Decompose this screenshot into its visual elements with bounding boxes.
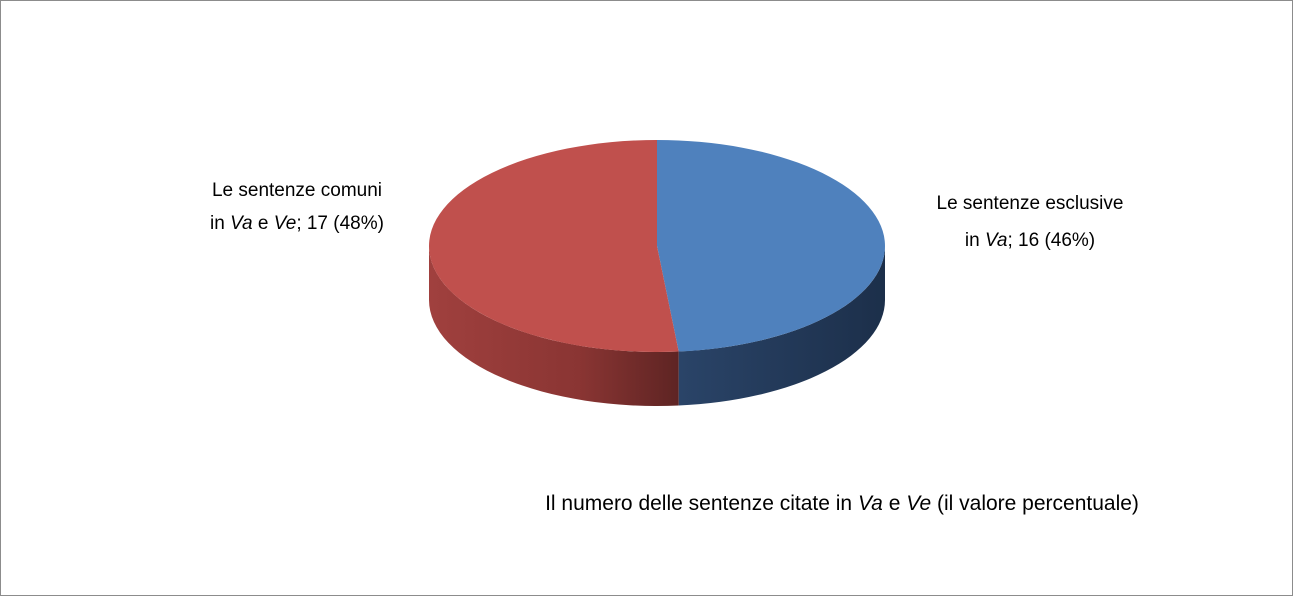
data-label-part: ; 16 (46%)	[1007, 230, 1095, 251]
pie-slice	[429, 140, 679, 352]
chart-title-part: (il valore percentuale)	[931, 492, 1139, 515]
data-label-part: Ve	[274, 213, 297, 234]
pie-slice-side	[678, 246, 885, 406]
data-label: in Va; 16 (46%)	[965, 230, 1095, 251]
chart-title-part: Va	[858, 492, 883, 515]
data-label: in Va e Ve; 17 (48%)	[210, 213, 384, 234]
data-label-part: Va	[985, 230, 1008, 251]
data-label-part: e	[253, 213, 274, 234]
data-label-part: in	[210, 213, 230, 234]
chart-title-part: Il numero delle sentenze citate in	[545, 492, 858, 515]
chart-title-part: Ve	[906, 492, 931, 515]
chart-title-part: e	[883, 492, 906, 515]
data-label-part: Le sentenze comuni	[212, 180, 382, 201]
data-label-part: Va	[230, 213, 253, 234]
pie-slice-side	[429, 246, 679, 406]
pie-slice	[657, 140, 885, 352]
data-label-part: in	[965, 230, 985, 251]
data-label-part: ; 17 (48%)	[296, 213, 384, 234]
data-label: Le sentenze esclusive	[937, 193, 1124, 214]
data-label-part: Le sentenze esclusive	[937, 193, 1124, 214]
chart-title: Il numero delle sentenze citate in Va e …	[545, 492, 1139, 515]
data-label: Le sentenze comuni	[212, 180, 382, 201]
